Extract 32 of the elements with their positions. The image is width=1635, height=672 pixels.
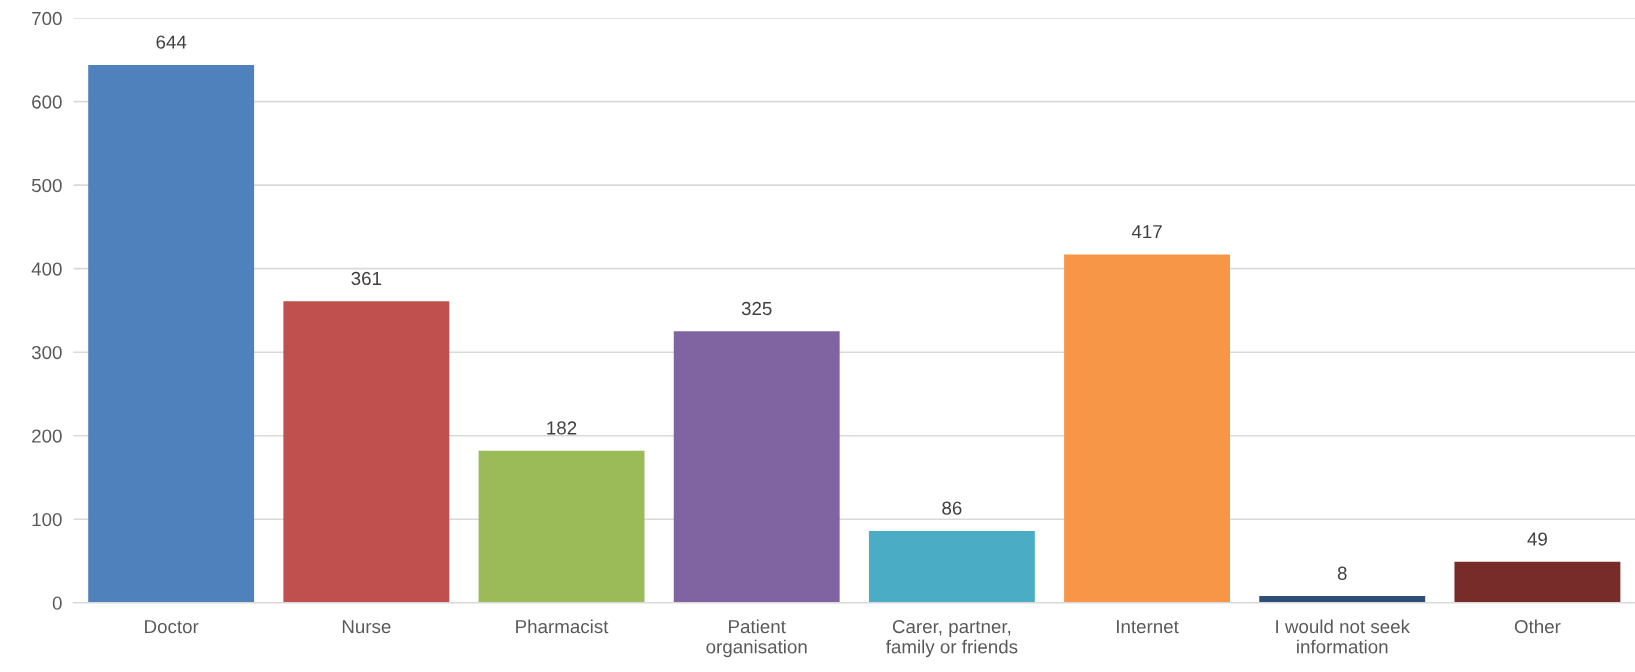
x-tick-label: Other xyxy=(1514,619,1561,634)
bar xyxy=(673,331,840,603)
bar xyxy=(478,450,645,603)
data-label: 49 xyxy=(1527,532,1547,546)
bar xyxy=(1064,254,1231,603)
data-label: 417 xyxy=(1131,225,1162,239)
y-tick-label: 100 xyxy=(32,512,62,527)
bar xyxy=(868,530,1035,603)
y-tick-label: 600 xyxy=(32,95,62,109)
data-label: 86 xyxy=(942,501,962,515)
x-tick-label: Carer, partner, family or friends xyxy=(885,619,1018,658)
bar xyxy=(1259,596,1426,603)
bar xyxy=(283,301,450,603)
y-tick-label: 200 xyxy=(32,429,62,443)
y-tick-label: 0 xyxy=(52,596,62,610)
x-tick-label: Internet xyxy=(1117,620,1179,634)
y-tick-label: 500 xyxy=(31,178,62,193)
x-tick-label: I would not seek information xyxy=(1276,619,1411,654)
y-tick-label: 300 xyxy=(31,345,62,360)
data-label: 8 xyxy=(1337,566,1347,580)
x-tick-label: Patient organisation xyxy=(706,619,807,658)
data-label: 644 xyxy=(156,35,187,49)
data-label: 325 xyxy=(741,301,772,316)
x-tick-label: Nurse xyxy=(342,620,391,634)
data-label: 182 xyxy=(547,421,577,435)
y-tick-label: 400 xyxy=(31,262,62,276)
y-tick-label: 700 xyxy=(32,11,62,26)
data-label: 361 xyxy=(351,271,382,286)
bar xyxy=(88,64,255,603)
bar xyxy=(1454,561,1621,603)
x-tick-label: Pharmacist xyxy=(516,619,609,634)
x-tick-label: Doctor xyxy=(145,620,199,634)
